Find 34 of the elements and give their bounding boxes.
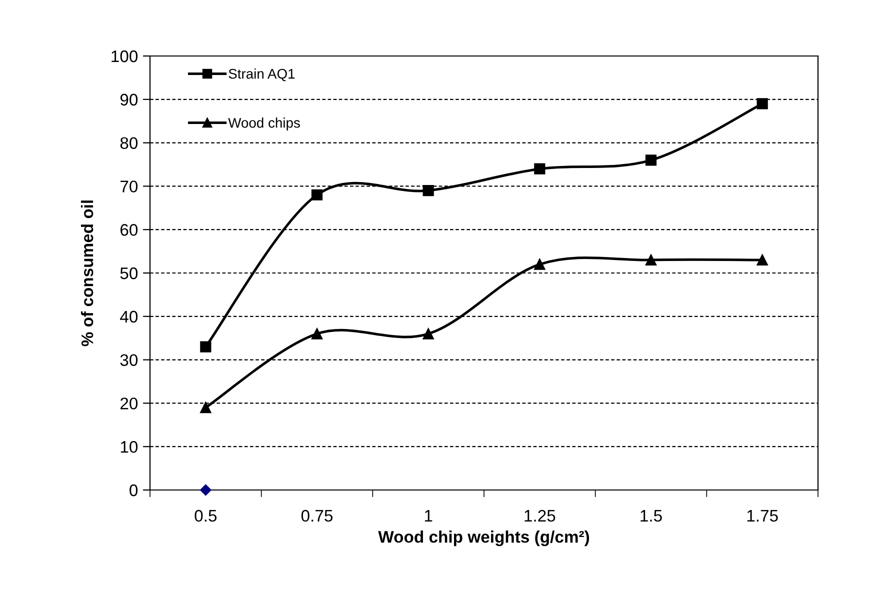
- point: [756, 254, 768, 266]
- y-tick-label: 70: [120, 180, 138, 192]
- y-axis-title: % of consumed oil: [80, 200, 94, 346]
- x-tick-label: 0.75: [301, 510, 333, 522]
- point: [422, 328, 434, 340]
- y-tick-label: 80: [120, 137, 138, 150]
- y-tick-label: 40: [120, 310, 138, 323]
- x-tick-label: 1.75: [747, 510, 778, 522]
- point: [200, 402, 212, 414]
- point: [534, 258, 546, 270]
- point: [756, 98, 768, 110]
- point: [311, 328, 323, 340]
- point: [645, 154, 657, 166]
- x-axis-title: Wood chip weights (g/cm²): [378, 530, 590, 546]
- legend-label: Wood chips: [228, 118, 300, 131]
- y-tick-label: 0: [130, 484, 138, 496]
- point: [534, 163, 546, 174]
- point: [422, 184, 434, 196]
- x-tick-label: 1: [424, 510, 432, 522]
- y-tick-label: 10: [120, 441, 138, 453]
- y-tick-label: 90: [120, 94, 138, 106]
- x-tick-label: 1.25: [524, 510, 556, 522]
- y-tick-label: 100: [112, 50, 138, 62]
- x-tick-label: 0.5: [194, 510, 217, 522]
- y-tick-label: 30: [120, 354, 138, 366]
- y-tick-label: 50: [120, 267, 138, 280]
- y-tick-label: 20: [120, 398, 138, 410]
- x-tick-label: 1.5: [640, 510, 662, 522]
- point: [200, 484, 212, 496]
- y-tick-label: 60: [120, 224, 138, 236]
- point: [200, 341, 212, 352]
- legend-label: Strain AQ1: [228, 68, 295, 82]
- point: [311, 189, 323, 200]
- point: [645, 254, 657, 266]
